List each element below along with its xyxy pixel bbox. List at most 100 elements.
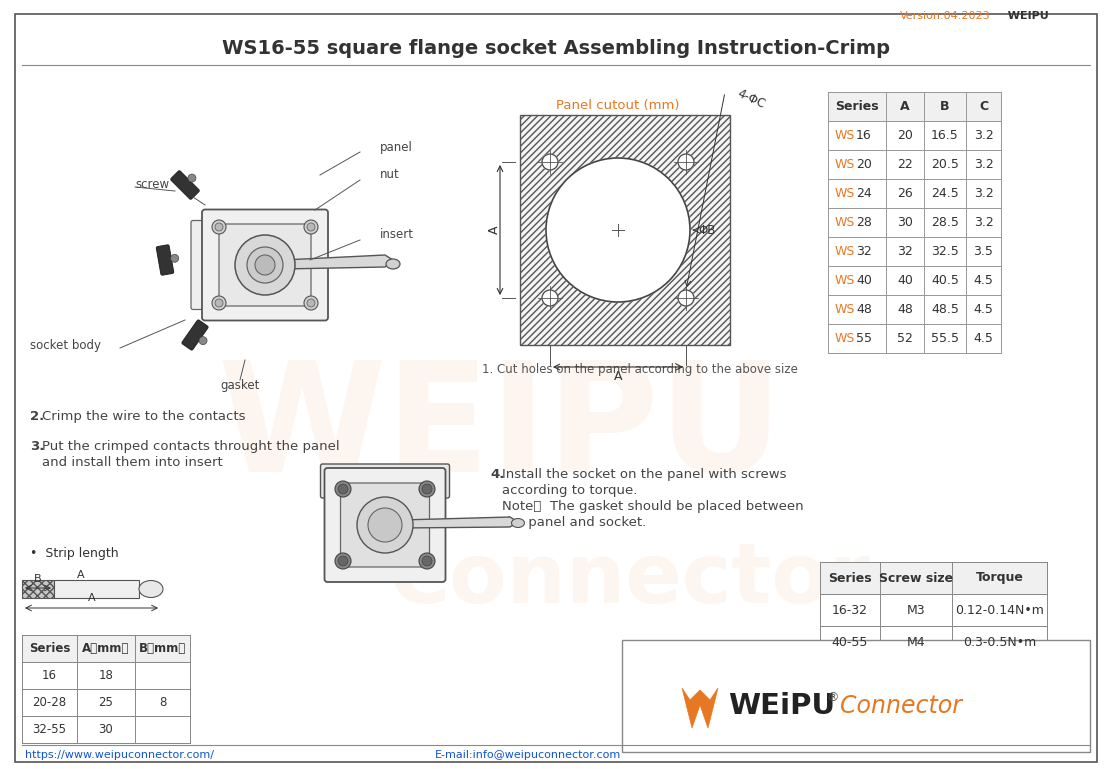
Bar [520, 115, 729, 345]
Text: 52: 52 [897, 332, 913, 345]
Text: according to torque.: according to torque. [502, 484, 637, 497]
Text: 18: 18 [99, 669, 113, 682]
Text: WS: WS [835, 332, 855, 345]
Text: 2.: 2. [30, 410, 44, 423]
Bar [22, 689, 190, 716]
Circle shape [215, 223, 224, 231]
Bar [22, 662, 190, 689]
Bar [828, 208, 1001, 237]
Text: A: A [614, 371, 623, 384]
Circle shape [215, 299, 224, 307]
Text: 0.3-0.5N•m: 0.3-0.5N•m [963, 635, 1036, 648]
Text: 32: 32 [856, 245, 872, 258]
Bar [54, 580, 139, 598]
Text: Series: Series [828, 571, 872, 584]
Text: 32: 32 [897, 245, 913, 258]
Bar [22, 580, 54, 598]
Circle shape [212, 220, 226, 234]
Circle shape [542, 154, 558, 170]
Circle shape [335, 481, 351, 497]
Circle shape [357, 497, 413, 553]
Text: 25: 25 [99, 696, 113, 709]
Text: 16: 16 [42, 669, 57, 682]
Text: gasket: gasket [220, 378, 260, 391]
Text: 55.5: 55.5 [931, 332, 959, 345]
Text: 24: 24 [856, 187, 872, 200]
Text: 3.2: 3.2 [974, 216, 993, 229]
Ellipse shape [139, 581, 163, 598]
Text: 16-32: 16-32 [832, 604, 868, 617]
Text: Connector: Connector [840, 694, 962, 718]
Text: 20: 20 [856, 158, 872, 171]
Circle shape [335, 553, 351, 569]
Text: B: B [34, 574, 42, 584]
Polygon shape [282, 255, 393, 269]
Text: 20.5: 20.5 [931, 158, 959, 171]
Text: 28.5: 28.5 [931, 216, 959, 229]
Text: A: A [487, 226, 500, 235]
Circle shape [307, 223, 315, 231]
Bar [828, 150, 1001, 179]
Text: C: C [979, 100, 989, 113]
Bar [828, 121, 1001, 150]
Text: 8: 8 [159, 696, 166, 709]
Text: WEiPU: WEiPU [728, 692, 835, 720]
Text: 1. Cut holes on the panel according to the above size: 1. Cut holes on the panel according to t… [483, 364, 798, 377]
Text: 55: 55 [856, 332, 872, 345]
Text: •  Strip length: • Strip length [30, 547, 119, 560]
Text: WS: WS [835, 187, 855, 200]
Text: panel: panel [380, 141, 413, 155]
FancyBboxPatch shape [325, 468, 446, 582]
Text: 28: 28 [856, 216, 872, 229]
FancyBboxPatch shape [170, 171, 199, 199]
Text: A: A [77, 570, 85, 580]
Bar [820, 594, 1048, 626]
Circle shape [199, 337, 207, 345]
Text: Torque: Torque [975, 571, 1023, 584]
Text: 32.5: 32.5 [931, 245, 959, 258]
Text: 20-28: 20-28 [32, 696, 67, 709]
Text: Install the socket on the panel with screws: Install the socket on the panel with scr… [502, 468, 786, 481]
Text: M3: M3 [906, 604, 925, 617]
Text: 0.12-0.14N•m: 0.12-0.14N•m [955, 604, 1044, 617]
Text: B（mm）: B（mm） [139, 642, 186, 655]
Bar [22, 716, 190, 743]
Circle shape [247, 247, 282, 283]
Circle shape [188, 174, 196, 182]
Text: 3.2: 3.2 [974, 187, 993, 200]
Circle shape [170, 255, 179, 262]
Text: Connector: Connector [389, 540, 871, 621]
Text: WS: WS [835, 129, 855, 142]
Circle shape [304, 220, 318, 234]
Text: Panel cutout (mm): Panel cutout (mm) [556, 98, 679, 112]
Text: 4-ΦC: 4-ΦC [735, 87, 767, 111]
Text: 24.5: 24.5 [931, 187, 959, 200]
Text: 40-55: 40-55 [832, 635, 868, 648]
Bar [820, 562, 1048, 594]
Text: WS: WS [835, 274, 855, 287]
Circle shape [338, 484, 348, 494]
Polygon shape [401, 517, 518, 528]
Text: 20: 20 [897, 129, 913, 142]
Text: 16: 16 [856, 129, 872, 142]
Text: 3.2: 3.2 [974, 158, 993, 171]
FancyBboxPatch shape [182, 320, 208, 350]
Text: A: A [901, 100, 910, 113]
Text: Put the crimped contacts throught the panel: Put the crimped contacts throught the pa… [42, 440, 339, 453]
Text: Crimp the wire to the contacts: Crimp the wire to the contacts [42, 410, 246, 423]
Text: the panel and socket.: the panel and socket. [502, 516, 646, 529]
Text: 4.5: 4.5 [974, 303, 993, 316]
Text: 40: 40 [856, 274, 872, 287]
Text: A（mm）: A（mm） [82, 642, 130, 655]
Circle shape [678, 290, 694, 306]
Text: screw: screw [135, 178, 169, 191]
Text: WS: WS [835, 303, 855, 316]
Text: 16.5: 16.5 [931, 129, 959, 142]
Text: Version:04.2023: Version:04.2023 [900, 11, 991, 21]
Text: WS: WS [835, 216, 855, 229]
Bar [828, 179, 1001, 208]
Text: 4.5: 4.5 [974, 332, 993, 345]
Text: 48: 48 [856, 303, 872, 316]
Text: 40.5: 40.5 [931, 274, 959, 287]
Text: WEIPU: WEIPU [1000, 11, 1049, 21]
